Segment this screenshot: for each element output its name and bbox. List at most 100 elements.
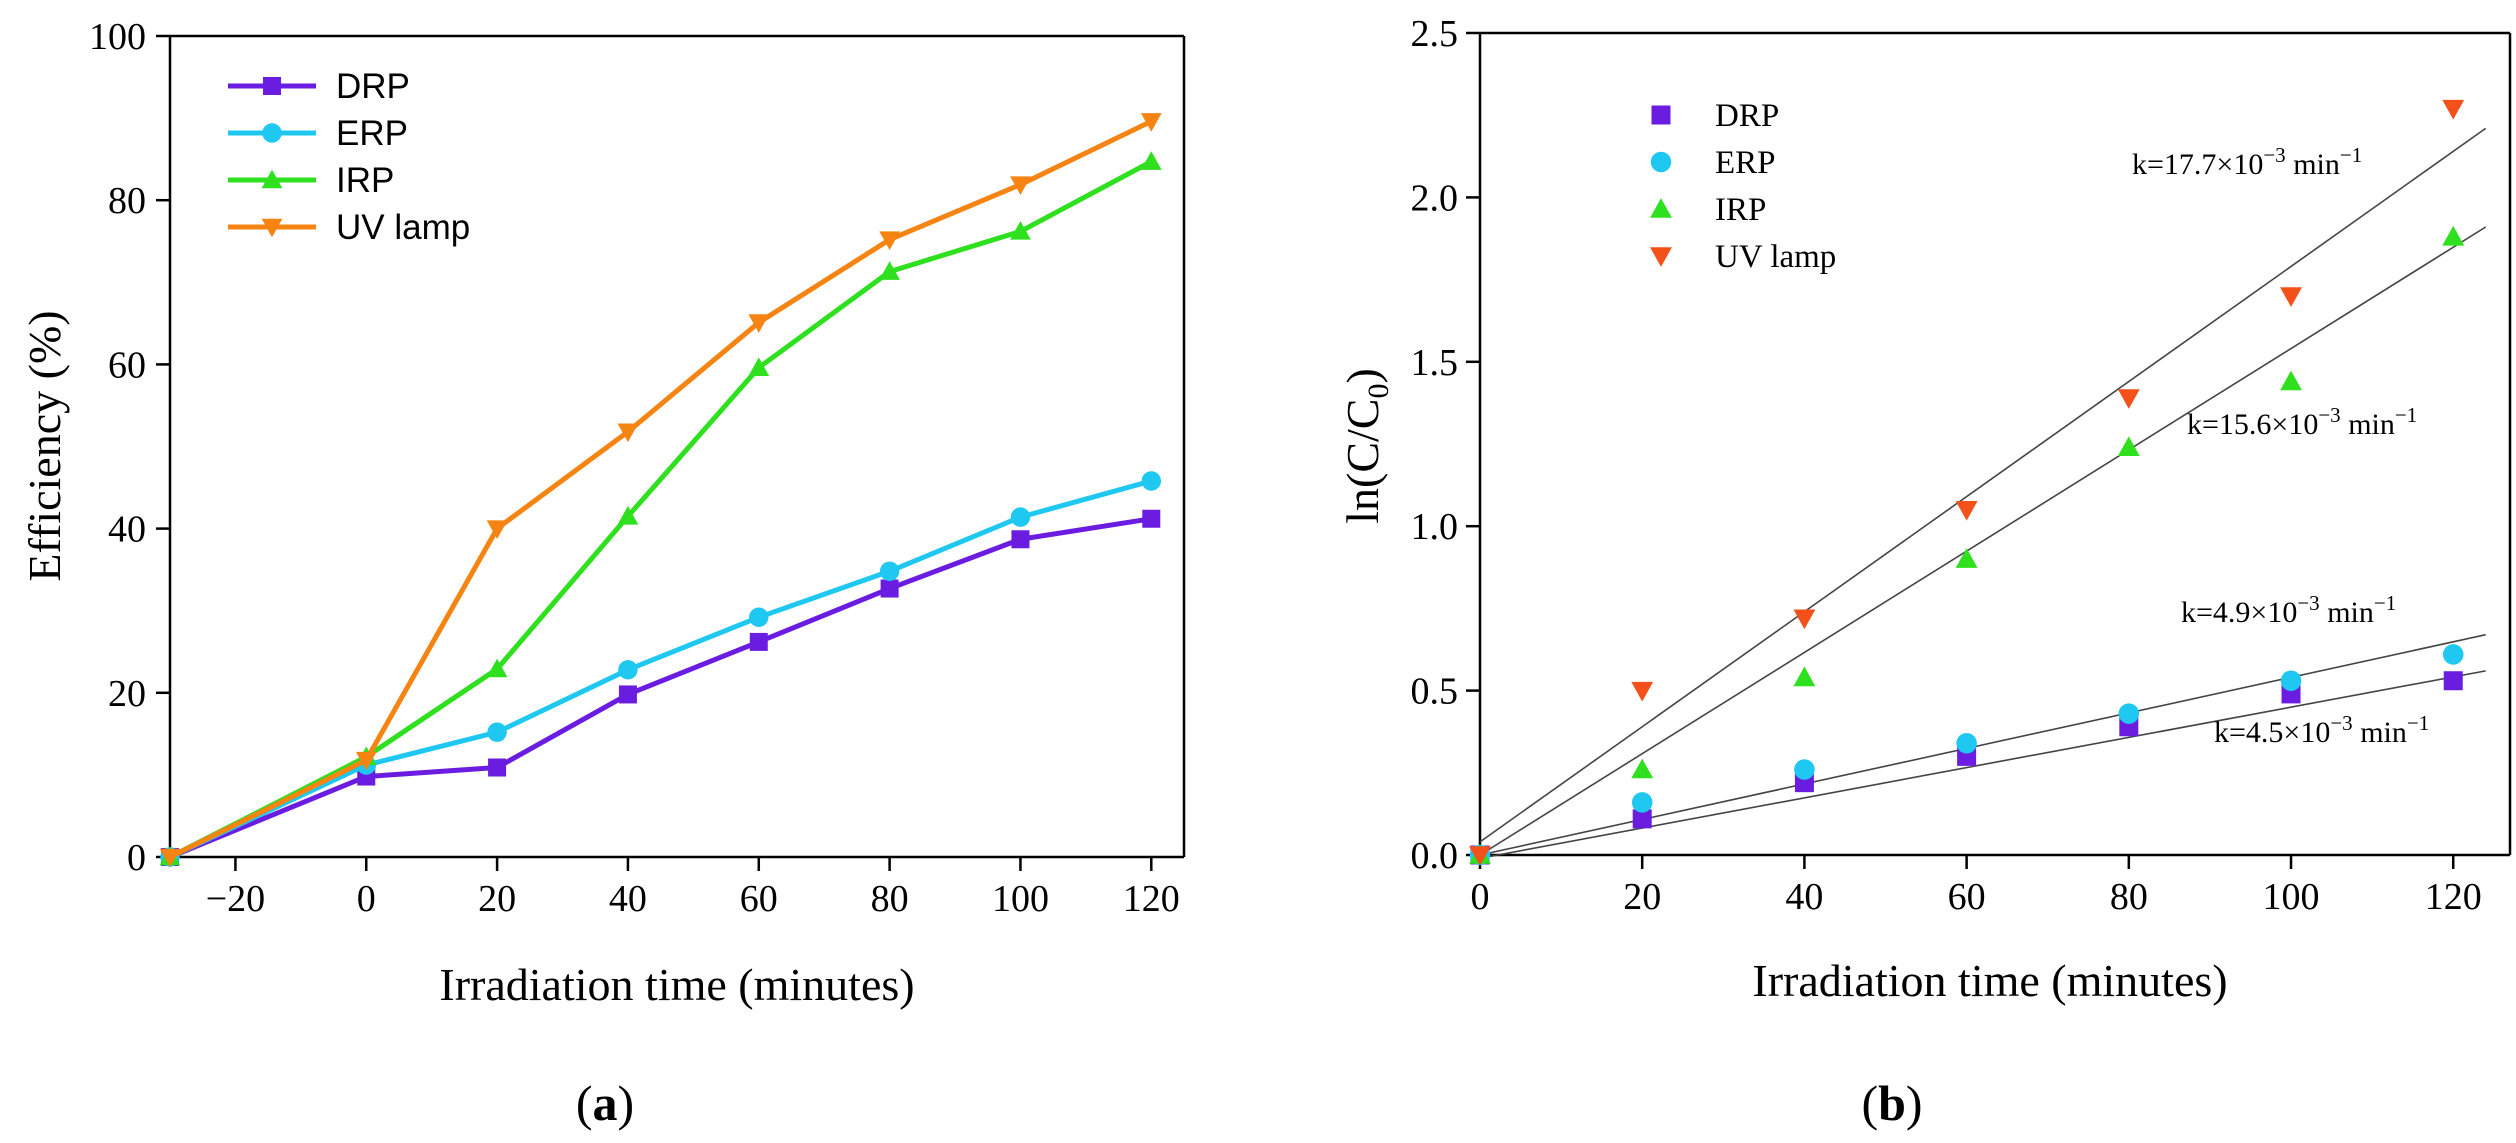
legend-marker-drp xyxy=(263,77,281,95)
panel-a-y-tick-label: 60 xyxy=(108,344,146,386)
panel-a-x-tick-label: 40 xyxy=(609,878,647,920)
panel-b-y-axis-title-end: ) xyxy=(1337,368,1388,383)
fit-rate-unit: min xyxy=(2341,408,2395,441)
data-point-erp xyxy=(2118,703,2140,724)
fit-rate-label: k=4.9×10−3 min−1 xyxy=(2181,591,2396,629)
legend-marker-erp xyxy=(262,123,282,143)
fit-rate-base: k=4.5×10 xyxy=(2214,716,2330,749)
data-point-drp xyxy=(880,579,899,598)
panel-b-ticks: 0 20 40 60 80 100 120 0.0 0.5 1.0 1.5 2.0 2.5 xyxy=(1411,13,2482,918)
data-point-irp xyxy=(617,505,639,525)
data-point-uv-lamp xyxy=(1955,501,1978,521)
panel-a-x-tick-label: −20 xyxy=(206,878,265,920)
data-point-uv-lamp xyxy=(617,423,639,443)
fit-rate-unit: min xyxy=(2320,596,2374,629)
panel-b-series xyxy=(1469,99,2465,866)
legend-marker-uv-lamp xyxy=(261,218,283,238)
data-point-drp xyxy=(488,758,507,777)
data-point-drp xyxy=(1632,809,1652,829)
legend-label-erp: ERP xyxy=(1715,145,1776,181)
legend-label-drp: DRP xyxy=(336,67,410,106)
panel-a-legend: DRP ERP IRP UV lamp xyxy=(228,67,470,247)
panel-b-annotations: k=17.7×10−3 min−1k=15.6×10−3 min−1k=4.9×… xyxy=(2132,143,2429,749)
panel-a-letter: a xyxy=(593,1075,618,1131)
fit-rate-unit-exponent: −1 xyxy=(2340,143,2362,167)
panel-b-y-tick-label: 0.5 xyxy=(1411,671,1459,713)
series-line-uv-lamp xyxy=(168,119,1153,860)
panel-a-x-axis-title: Irradiation time (minutes) xyxy=(439,959,914,1010)
data-point-erp xyxy=(1794,759,1815,780)
series-line-erp xyxy=(168,478,1152,860)
fit-rate-base: k=17.7×10 xyxy=(2132,148,2263,181)
legend-marker-irp xyxy=(1650,198,1672,218)
data-point-drp xyxy=(1011,530,1030,549)
panel-b-y-axis-title: ln(C/C0) xyxy=(1337,368,1395,524)
data-point-drp xyxy=(618,685,637,704)
panel-b: 0 20 40 60 80 100 120 0.0 0.5 1.0 1.5 2.0 2.5 Irradi… xyxy=(1337,13,2512,1131)
data-point-irp xyxy=(1631,758,1654,779)
legend-marker-erp xyxy=(1650,151,1672,173)
data-point-irp xyxy=(1793,666,1816,687)
legend-label-erp: ERP xyxy=(336,114,408,153)
panel-a-label: (a) xyxy=(576,1075,634,1131)
panel-a-x-tick-label: 100 xyxy=(992,878,1049,920)
panel-a-y-tick-label: 20 xyxy=(108,673,146,715)
panel-a-ticks: −20 0 20 40 60 80 100 120 0 20 40 60 80 100 xyxy=(89,16,1180,920)
legend-label-uv-lamp: UV lamp xyxy=(1715,239,1836,275)
legend-marker-irp xyxy=(261,169,283,189)
fit-rate-exponent: −3 xyxy=(2318,403,2340,427)
panel-a-x-tick-label: 60 xyxy=(740,878,778,920)
panel-b-x-axis-title: Irradiation time (minutes) xyxy=(1752,955,2227,1006)
panel-a-x-tick-label: 80 xyxy=(871,878,909,920)
fit-rate-unit: min xyxy=(2353,716,2407,749)
legend-label-drp: DRP xyxy=(1715,98,1779,134)
data-point-erp xyxy=(618,660,638,680)
panel-b-legend: DRP ERP IRP UV lamp xyxy=(1650,98,1836,275)
data-point-uv-lamp xyxy=(1469,846,1491,866)
data-point-irp xyxy=(1955,548,1978,568)
panel-b-label: (b) xyxy=(1861,1075,1922,1131)
data-point-uv-lamp xyxy=(2117,389,2140,409)
panel-a-x-tick-label: 20 xyxy=(478,878,516,920)
data-point-erp xyxy=(1631,792,1653,813)
data-point-irp xyxy=(1010,221,1031,240)
panel-b-letter: b xyxy=(1878,1075,1906,1131)
panel-b-y-tick-label: 1.0 xyxy=(1411,506,1459,548)
fit-line-drp xyxy=(1479,670,2486,860)
panel-b-y-axis-title-main: ln(C/C xyxy=(1337,399,1388,524)
fit-rate-unit-exponent: −1 xyxy=(2395,403,2417,427)
panel-b-x-tick-label: 40 xyxy=(1785,876,1823,918)
data-point-irp xyxy=(486,658,508,678)
fit-rate-base: k=15.6×10 xyxy=(2187,408,2318,441)
series-line-irp xyxy=(168,159,1153,860)
data-point-uv-lamp xyxy=(2280,287,2302,307)
series-line-drp xyxy=(169,516,1152,860)
data-point-erp xyxy=(487,722,507,742)
fit-line-irp xyxy=(1479,226,2487,856)
data-point-erp xyxy=(1010,507,1031,527)
data-point-uv-lamp xyxy=(2442,99,2465,120)
fit-rate-base: k=4.9×10 xyxy=(2181,596,2297,629)
panel-a: −20 0 20 40 60 80 100 120 0 20 40 60 80 100 Irradiati… xyxy=(19,16,1186,1131)
panel-b-x-tick-label: 80 xyxy=(2110,876,2148,918)
data-point-erp xyxy=(2280,670,2302,691)
data-point-erp xyxy=(2442,644,2464,665)
panel-a-x-tick-label: 0 xyxy=(357,878,376,920)
data-point-uv-lamp xyxy=(355,751,377,771)
panel-b-x-tick-label: 120 xyxy=(2425,876,2482,918)
data-point-irp xyxy=(2280,370,2302,391)
panel-a-y-tick-label: 40 xyxy=(108,509,146,551)
panel-b-fit-lines xyxy=(1479,127,2487,860)
data-point-uv-lamp xyxy=(1793,609,1816,630)
data-point-erp xyxy=(1141,471,1162,491)
data-point-irp xyxy=(1140,151,1162,170)
fit-rate-exponent: −3 xyxy=(2263,143,2285,167)
data-point-uv-lamp xyxy=(879,231,900,250)
data-point-irp xyxy=(2442,225,2465,246)
data-point-irp xyxy=(879,261,900,280)
panel-b-y-tick-label: 2.0 xyxy=(1411,177,1459,219)
data-point-uv-lamp xyxy=(748,314,770,333)
panel-b-y-tick-label: 2.5 xyxy=(1411,13,1459,55)
legend-label-irp: IRP xyxy=(336,161,394,200)
